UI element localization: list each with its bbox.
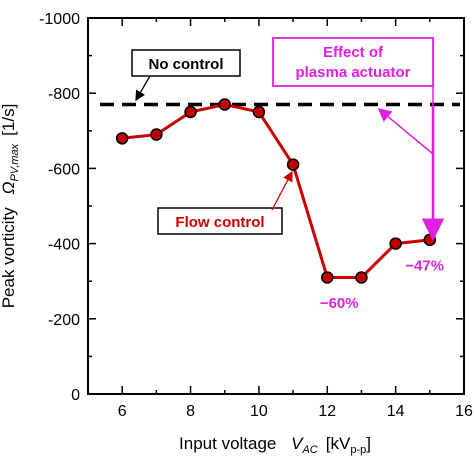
y-tick-label: -200 bbox=[48, 312, 80, 329]
x-tick-label: 14 bbox=[387, 403, 405, 420]
data-point bbox=[286, 158, 300, 171]
flow-control-series-line bbox=[122, 102, 430, 279]
data-point bbox=[218, 98, 231, 111]
no-control-label: No control bbox=[149, 56, 224, 73]
effect-line1: Effect of bbox=[323, 44, 384, 61]
y-axis-label: Peak vorticity ΩPV,max[1/s] bbox=[0, 104, 21, 309]
data-point bbox=[252, 105, 266, 119]
data-point bbox=[389, 237, 402, 250]
y-tick-label: 0 bbox=[71, 387, 80, 404]
effect-annotation: Effect of plasma actuator bbox=[272, 37, 445, 241]
y-tick-label: -400 bbox=[48, 237, 80, 254]
x-tick-label: 6 bbox=[118, 403, 127, 420]
x-tick-label: 10 bbox=[250, 403, 268, 420]
axis-tick-labels: 6 8 10 12 14 16 0 -200 -400 -600 -800 -1000 bbox=[39, 11, 473, 420]
x-axis-label: Input voltage VAC [kVp-p] bbox=[179, 434, 371, 456]
reduction-60-label: −60% bbox=[320, 295, 359, 312]
data-point bbox=[184, 105, 197, 119]
effect-line2: plasma actuator bbox=[295, 64, 410, 81]
flow-control-points bbox=[115, 98, 437, 284]
x-tick-label: 12 bbox=[318, 403, 336, 420]
data-point bbox=[321, 271, 334, 284]
axis-ticks bbox=[88, 18, 464, 394]
data-point bbox=[355, 271, 368, 284]
flow-control-legend: Flow control bbox=[157, 170, 293, 235]
data-point bbox=[150, 128, 163, 141]
y-tick-label: -600 bbox=[48, 161, 80, 178]
x-tick-label: 16 bbox=[455, 403, 473, 420]
no-control-legend: No control bbox=[131, 49, 241, 102]
y-tick-label: -800 bbox=[48, 86, 80, 103]
flow-control-label: Flow control bbox=[175, 214, 264, 231]
data-point bbox=[115, 132, 129, 145]
reduction-47-label: −47% bbox=[405, 258, 444, 275]
y-tick-label: -1000 bbox=[39, 11, 80, 28]
x-tick-label: 8 bbox=[186, 403, 195, 420]
